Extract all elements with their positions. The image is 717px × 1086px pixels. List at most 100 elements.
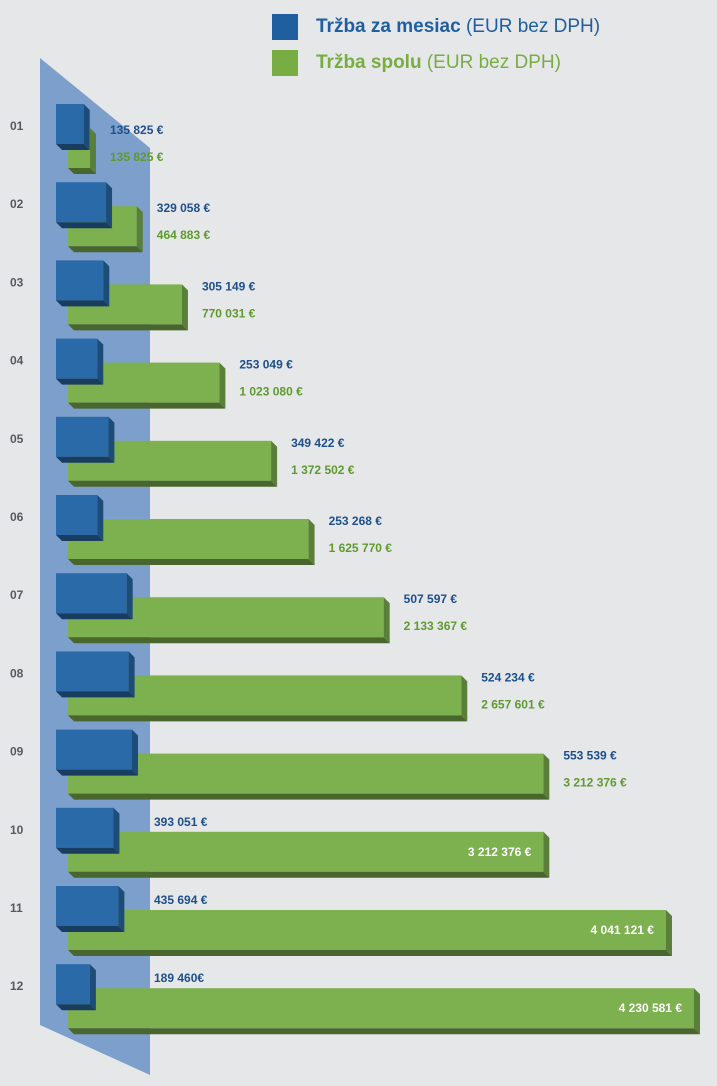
- total-bar-bottom: [68, 559, 315, 565]
- total-bar-side: [219, 362, 226, 409]
- monthly-value-label: 553 539 €: [563, 749, 617, 763]
- category-label: 09: [10, 745, 24, 759]
- monthly-value-label: 189 460€: [154, 971, 204, 985]
- total-bar-side: [90, 128, 96, 174]
- monthly-bar-bottom: [56, 456, 115, 463]
- monthly-bar-side: [89, 964, 96, 1011]
- legend-swatch-total: [272, 50, 298, 76]
- total-bar-bottom: [68, 246, 143, 253]
- category-label: 05: [10, 432, 24, 446]
- total-bar-side: [271, 440, 278, 487]
- monthly-value-label: 349 422 €: [291, 436, 345, 450]
- monthly-bar: [56, 651, 129, 692]
- total-bar-side: [383, 597, 390, 644]
- total-bar: [68, 519, 309, 559]
- total-value-label: 135 825 €: [110, 150, 164, 164]
- monthly-value-label: 135 825 €: [110, 123, 164, 137]
- monthly-bar: [56, 886, 119, 926]
- category-label: 04: [10, 354, 24, 368]
- monthly-bar-side: [97, 495, 104, 541]
- monthly-value-label: 393 051 €: [154, 815, 208, 829]
- total-bar-bottom: [68, 871, 550, 878]
- category-label: 02: [10, 197, 24, 211]
- total-bar: [68, 831, 544, 872]
- monthly-bar-side: [128, 651, 135, 698]
- monthly-value-label: 253 268 €: [329, 514, 383, 528]
- legend-label-total-rest: (EUR bez DPH): [421, 52, 561, 73]
- monthly-bar: [56, 964, 90, 1005]
- monthly-bar: [56, 495, 98, 535]
- total-bar: [68, 988, 694, 1029]
- legend-label-monthly: Tržba za mesiac (EUR bez DPH): [316, 16, 600, 38]
- total-bar-bottom: [68, 637, 390, 644]
- legend-label-monthly-rest: (EUR bez DPH): [460, 16, 601, 37]
- monthly-bar-bottom: [56, 1004, 96, 1011]
- monthly-bar-bottom: [56, 613, 133, 620]
- total-value-label: 1 372 502 €: [291, 463, 355, 477]
- monthly-bar-bottom: [56, 378, 104, 385]
- total-bar-side: [543, 831, 550, 878]
- legend-item-total: Tržba spolu (EUR bez DPH): [272, 48, 600, 78]
- category-label: 08: [10, 666, 24, 680]
- monthly-bar: [56, 104, 84, 144]
- total-bar-bottom: [68, 168, 96, 174]
- monthly-bar: [56, 182, 107, 223]
- total-bar-bottom: [68, 715, 468, 722]
- category-label: 06: [10, 510, 24, 524]
- monthly-value-label: 435 694 €: [154, 893, 208, 907]
- monthly-bar-side: [97, 338, 104, 385]
- monthly-bar: [56, 338, 98, 379]
- monthly-bar: [56, 729, 132, 770]
- total-value-label: 2 657 601 €: [481, 697, 545, 711]
- monthly-bar: [56, 260, 104, 301]
- monthly-bar-side: [108, 416, 115, 463]
- monthly-bar-side: [103, 260, 110, 307]
- monthly-bar: [56, 416, 109, 457]
- monthly-value-label: 329 058 €: [157, 201, 211, 215]
- legend-item-monthly: Tržba za mesiac (EUR bez DPH): [272, 12, 600, 42]
- category-label: 07: [10, 588, 24, 602]
- total-value-label: 464 883 €: [157, 228, 211, 242]
- total-bar-side: [308, 519, 315, 565]
- total-bar-bottom: [68, 793, 550, 800]
- category-label: 11: [10, 901, 23, 915]
- total-bar-side: [461, 675, 468, 722]
- total-bar-side: [136, 206, 143, 253]
- total-bar-side: [181, 284, 188, 331]
- total-value-label: 1 625 770 €: [329, 541, 393, 555]
- category-label: 12: [10, 979, 24, 993]
- monthly-bar-side: [83, 104, 90, 150]
- monthly-bar: [56, 807, 114, 848]
- monthly-bar-side: [126, 573, 133, 620]
- total-bar-bottom: [68, 1028, 700, 1035]
- category-label: 03: [10, 275, 24, 289]
- monthly-value-label: 524 234 €: [481, 670, 535, 684]
- total-value-label: 1 023 080 €: [239, 385, 303, 399]
- monthly-value-label: 507 597 €: [404, 592, 458, 606]
- total-bar-bottom: [68, 950, 672, 956]
- category-label: 10: [10, 823, 24, 837]
- category-label: 01: [10, 119, 24, 133]
- monthly-bar: [56, 573, 127, 614]
- legend-label-total-bold: Tržba spolu: [316, 52, 422, 73]
- total-value-label: 3 212 376 €: [563, 776, 627, 790]
- monthly-value-label: 253 049 €: [239, 358, 293, 372]
- monthly-bar-side: [132, 729, 138, 776]
- monthly-bar-bottom: [56, 535, 104, 541]
- monthly-bar-bottom: [56, 769, 138, 776]
- total-bar: [68, 910, 666, 950]
- monthly-bar-bottom: [56, 144, 90, 150]
- total-value-label: 4 041 121 €: [591, 923, 655, 937]
- total-bar-side: [665, 910, 672, 956]
- legend-swatch-monthly: [272, 14, 298, 40]
- total-bar-bottom: [68, 480, 278, 487]
- total-value-label: 4 230 581 €: [619, 1001, 683, 1015]
- monthly-bar-bottom: [56, 691, 135, 698]
- monthly-bar-side: [118, 886, 125, 932]
- total-bar-bottom: [68, 324, 188, 331]
- legend-label-total: Tržba spolu (EUR bez DPH): [316, 52, 561, 74]
- monthly-bar-bottom: [56, 926, 125, 932]
- monthly-bar-bottom: [56, 847, 120, 854]
- total-bar-side: [694, 988, 700, 1035]
